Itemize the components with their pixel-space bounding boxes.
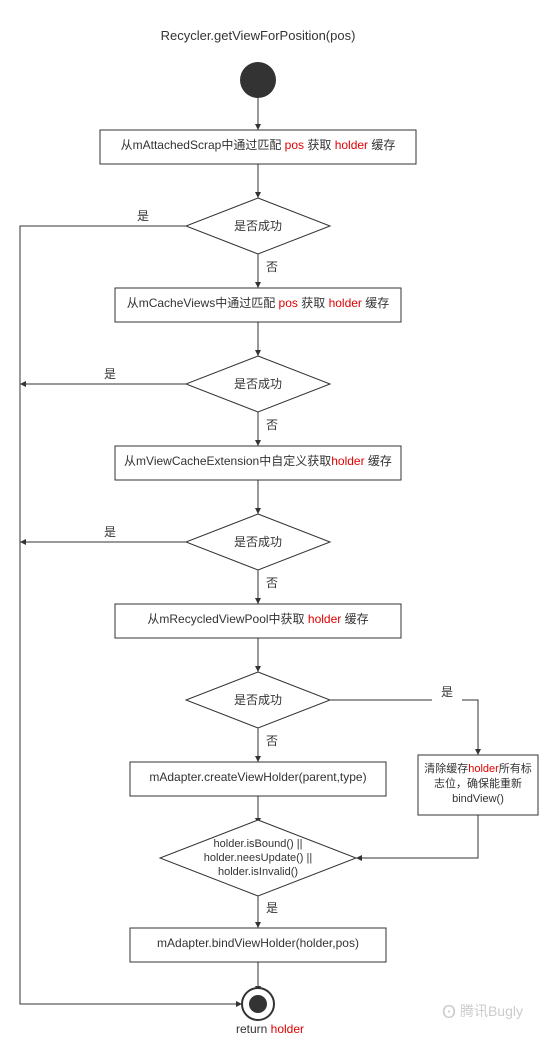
watermark-text: 腾讯Bugly bbox=[460, 1003, 523, 1019]
box-cache-views bbox=[115, 288, 401, 322]
decision-1 bbox=[186, 198, 330, 254]
flowchart-canvas bbox=[0, 0, 551, 1041]
end-node-inner bbox=[249, 995, 267, 1013]
decision-5 bbox=[160, 820, 356, 896]
start-node bbox=[240, 62, 276, 98]
watermark: ʘ腾讯Bugly bbox=[442, 1001, 523, 1023]
decision-3 bbox=[186, 514, 330, 570]
watermark-icon: ʘ bbox=[442, 1002, 456, 1022]
box-cache-extension bbox=[115, 446, 401, 480]
box-create-holder bbox=[130, 762, 386, 796]
decision-2 bbox=[186, 356, 330, 412]
box-bind-holder bbox=[130, 928, 386, 962]
box-clear-flags bbox=[418, 755, 538, 815]
box-recycled-pool bbox=[115, 604, 401, 638]
decision-4 bbox=[186, 672, 330, 728]
box-attached-scrap bbox=[100, 130, 416, 164]
